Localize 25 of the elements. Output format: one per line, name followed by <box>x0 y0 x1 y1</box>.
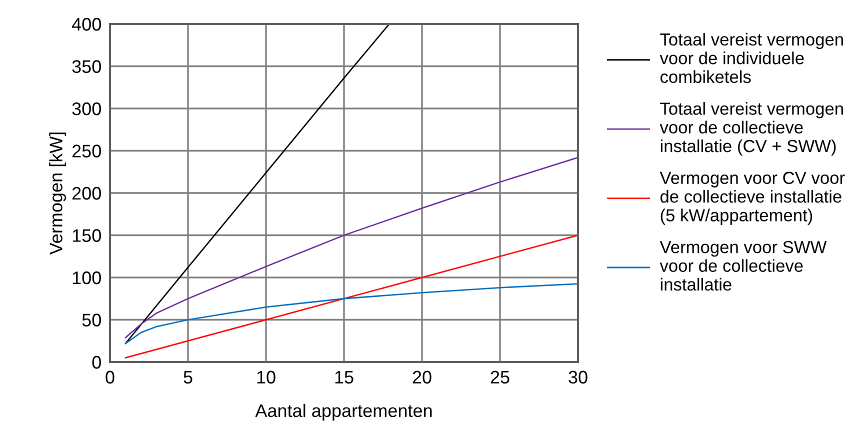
line-series <box>124 156 578 338</box>
legend-label: Vermogen voor SWW voor de collectieve installatie <box>660 240 827 291</box>
y-tick-label: 150 <box>72 229 101 242</box>
legend-label: Vermogen voor CV voor de collectieve installatie (5 kW/appartement) <box>660 172 845 225</box>
x-tick-label: 5 <box>184 370 192 384</box>
y-tick-label: 0 <box>92 356 101 369</box>
x-tick-label: 10 <box>257 370 276 384</box>
y-tick-label: 200 <box>72 186 101 200</box>
x-axis-title: Aantal appartementen <box>255 404 432 421</box>
y-tick-label: 250 <box>72 144 101 158</box>
y-tick-label: 300 <box>72 102 101 116</box>
y-axis-title: Vermogen [kW] <box>49 132 66 255</box>
x-tick-label: 20 <box>412 370 432 384</box>
x-tick-label: 30 <box>568 370 588 384</box>
y-tick-label: 50 <box>82 314 101 326</box>
y-tick-label: 350 <box>72 60 101 73</box>
line-series <box>124 24 390 344</box>
legend-label: Totaal vereist vermogen voor de collectieve installatie (CV + SWW) <box>660 102 843 156</box>
legend-label: Totaal vereist vermogen voor de individuele combiketels <box>660 32 843 84</box>
line-series <box>124 283 578 344</box>
x-tick-label: 25 <box>490 370 510 384</box>
y-tick-label: 100 <box>72 271 101 284</box>
x-tick-label: 15 <box>335 370 354 384</box>
x-tick-label: 0 <box>106 370 114 384</box>
y-tick-label: 400 <box>72 18 101 31</box>
